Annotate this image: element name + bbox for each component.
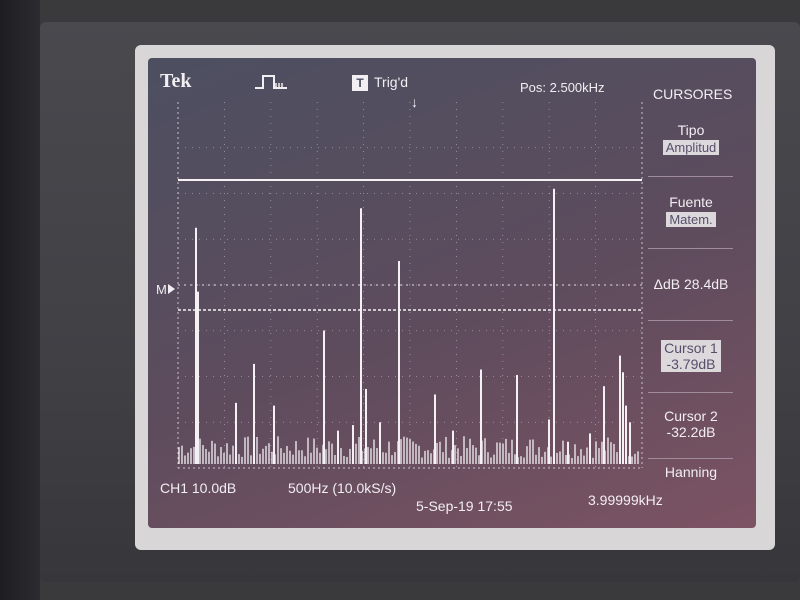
brand-logo: Tek <box>160 70 192 92</box>
menu-separator <box>648 392 733 393</box>
date-time: 5-Sep-19 17:55 <box>416 498 513 514</box>
spectrum-display: M <box>156 102 643 469</box>
fft-window-label: Hanning <box>664 464 718 480</box>
tipo-value: Amplitud <box>662 140 720 155</box>
tipo-label: Tipo <box>677 122 705 138</box>
fuente-label: Fuente <box>669 194 713 210</box>
menu-fuente[interactable]: Fuente Matem. <box>643 194 739 227</box>
cursor-2-value: -32.2dB <box>666 424 716 440</box>
trigger-status: Trig'd <box>374 74 409 90</box>
fft-window: Hanning <box>643 464 739 480</box>
menu-separator <box>648 320 733 321</box>
menu-separator <box>648 176 733 177</box>
trigger-position-arrow-icon: ↓ <box>411 94 418 110</box>
menu-cursor-2[interactable]: Cursor 2 -32.2dB <box>643 408 739 440</box>
cursor-2-label: Cursor 2 <box>664 408 718 424</box>
trigger-frequency: 3.99999kHz <box>588 492 663 508</box>
menu-title: CURSORES <box>653 86 733 102</box>
channel-scale: CH1 10.0dB <box>160 480 237 496</box>
cursor-1-label: Cursor 1 <box>664 340 718 356</box>
oscilloscope-screen: Tek T Trig'd ↓ Pos: 2.500kHz CURSORES M … <box>148 58 756 528</box>
span-rate: 500Hz (10.0kS/s) <box>288 480 397 496</box>
spectrum-trace <box>178 188 639 464</box>
horizontal-position: Pos: 2.500kHz <box>520 80 605 95</box>
menu-tipo[interactable]: Tipo Amplitud <box>643 122 739 155</box>
trigger-pulse-icon <box>255 75 287 89</box>
math-marker-label: M <box>156 282 167 297</box>
menu-separator <box>648 248 733 249</box>
menu-separator <box>648 458 733 459</box>
trigger-icon: T <box>352 75 368 91</box>
cursor-1-value: -3.79dB <box>666 356 716 372</box>
math-marker-arrow-icon <box>168 284 175 294</box>
fuente-value: Matem. <box>666 212 716 227</box>
menu-cursor-1[interactable]: Cursor 1 -3.79dB <box>643 338 739 372</box>
delta-readout: ΔdB 28.4dB <box>653 276 729 292</box>
menu-delta: ΔdB 28.4dB <box>643 276 739 292</box>
cursor-1-box: Cursor 1 -3.79dB <box>661 340 721 372</box>
bezel-left <box>0 0 40 600</box>
graticule <box>177 102 643 469</box>
